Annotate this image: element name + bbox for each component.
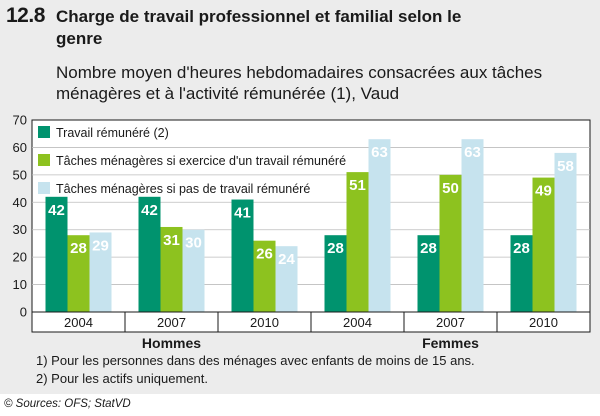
y-tick-label: 50 <box>13 167 27 182</box>
y-tick-label: 0 <box>20 305 27 320</box>
bar <box>324 235 347 312</box>
bar-value-label: 28 <box>327 240 344 257</box>
bar-value-label: 24 <box>278 251 295 268</box>
bar <box>439 174 462 312</box>
bar <box>89 232 112 312</box>
bar-value-label: 42 <box>141 202 158 219</box>
bar-value-label: 42 <box>48 202 65 219</box>
legend-label: Tâches ménagères si exercice d'un travai… <box>56 154 346 168</box>
bar <box>346 172 369 312</box>
chart-plot: 0 10 20 30 40 50 60 70 42 28 29 42 31 30 41 26 24 28 51 63 2… <box>13 113 591 351</box>
footnote-1: 1) Pour les personnes dans des ménages a… <box>36 353 475 368</box>
bar <box>253 240 276 312</box>
bar <box>275 246 298 312</box>
legend-swatch <box>38 154 50 166</box>
legend-swatch <box>38 182 50 194</box>
legend-label: Tâches ménagères si pas de travail rémun… <box>56 182 310 196</box>
bar <box>554 152 577 312</box>
bar-value-label: 63 <box>464 144 481 161</box>
y-tick-label: 70 <box>13 113 27 128</box>
y-tick-label: 60 <box>13 140 27 155</box>
bar <box>532 177 555 312</box>
figure-number: 12.8 <box>6 4 45 27</box>
bar <box>182 229 205 312</box>
x-tick-label: 2010 <box>529 315 558 330</box>
bar-value-label: 30 <box>185 235 202 252</box>
y-tick-label: 30 <box>13 222 27 237</box>
x-tick-label: 2004 <box>64 315 93 330</box>
x-tick-label: 2007 <box>436 315 465 330</box>
bar-value-label: 26 <box>256 246 273 263</box>
x-tick-label: 2004 <box>343 315 372 330</box>
chart-title: Charge de travail professionnel et famil… <box>56 7 462 48</box>
bar-value-label: 29 <box>92 237 109 254</box>
footnote-2: 2) Pour les actifs uniquement. <box>36 371 208 386</box>
bar-value-label: 28 <box>513 240 530 257</box>
y-tick-label: 40 <box>13 195 27 210</box>
x-tick-label: 2007 <box>157 315 186 330</box>
bar-value-label: 58 <box>557 158 574 175</box>
bar <box>160 226 183 312</box>
legend-swatch <box>38 126 50 138</box>
group-label: Femmes <box>422 335 479 351</box>
bar <box>138 196 161 312</box>
bar <box>45 196 68 312</box>
y-tick-label: 10 <box>13 277 27 292</box>
bar <box>67 235 90 312</box>
sources-note: © Sources: OFS; StatVD <box>4 398 131 410</box>
bar-value-label: 50 <box>442 180 459 197</box>
bar <box>231 199 254 312</box>
y-tick-label: 20 <box>13 250 27 265</box>
bar <box>417 235 440 312</box>
legend-label: Travail rémunéré (2) <box>56 126 169 140</box>
bar-value-label: 31 <box>163 232 180 249</box>
bar-value-label: 28 <box>70 240 87 257</box>
bar-value-label: 28 <box>420 240 437 257</box>
bar-value-label: 49 <box>535 183 552 200</box>
plot-area <box>31 119 591 313</box>
bar-value-label: 63 <box>371 144 388 161</box>
bar <box>368 139 391 312</box>
chart-subtitle: Nombre moyen d'heures hebdomadaires cons… <box>56 63 543 103</box>
footnotes: 1) Pour les personnes dans des ménages a… <box>36 352 596 388</box>
bar <box>510 235 533 312</box>
bar-value-label: 51 <box>349 177 366 194</box>
bar <box>461 139 484 312</box>
group-label: Hommes <box>142 335 201 351</box>
x-tick-label: 2010 <box>250 315 279 330</box>
bar-value-label: 41 <box>234 205 251 222</box>
